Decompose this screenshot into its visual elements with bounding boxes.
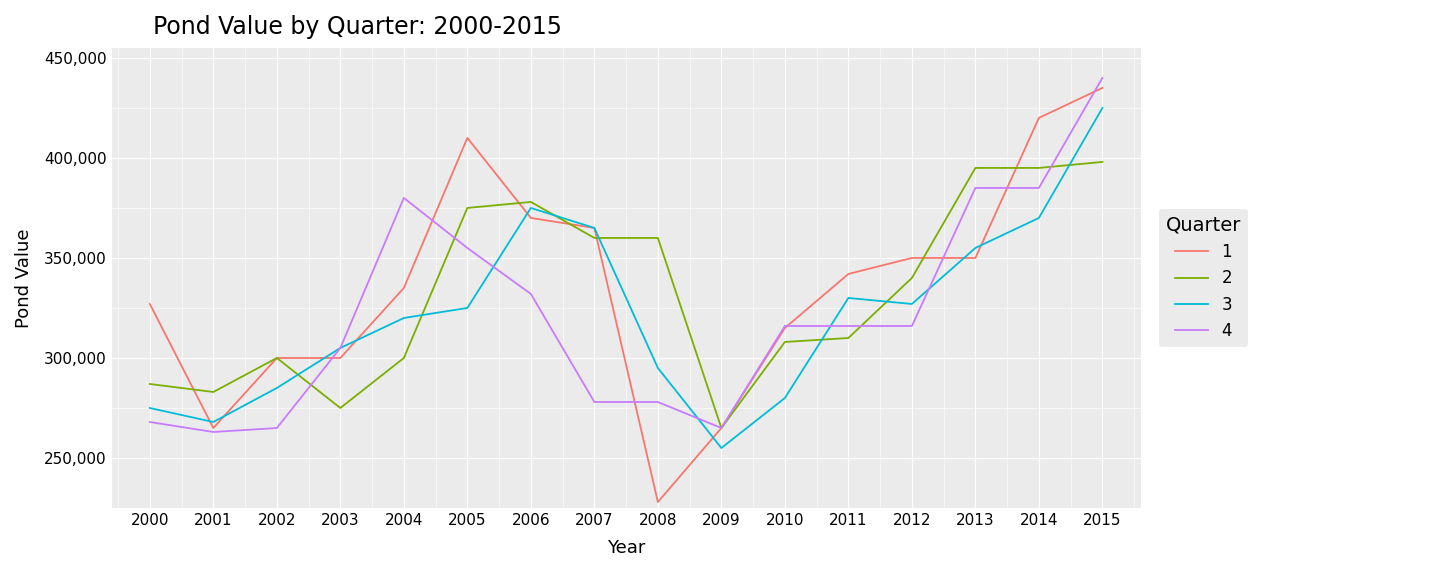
Text: Pond Value by Quarter: 2000-2015: Pond Value by Quarter: 2000-2015: [152, 15, 561, 39]
3: [395, 315, 412, 321]
3: [141, 404, 158, 411]
4: [903, 323, 920, 329]
1: [712, 424, 729, 431]
2: [332, 404, 349, 411]
4: [458, 244, 475, 251]
4: [712, 424, 729, 431]
4: [141, 419, 158, 426]
2: [649, 235, 666, 241]
1: [332, 355, 349, 362]
1: [1094, 85, 1111, 92]
1: [269, 355, 286, 362]
2: [523, 198, 540, 205]
4: [966, 185, 984, 192]
1: [141, 300, 158, 307]
4: [777, 323, 794, 329]
3: [332, 344, 349, 351]
1: [458, 134, 475, 141]
4: [1094, 74, 1111, 81]
3: [966, 244, 984, 251]
3: [777, 395, 794, 402]
4: [649, 399, 666, 406]
1: [1030, 114, 1047, 121]
Legend: 1, 2, 3, 4: 1, 2, 3, 4: [1159, 209, 1248, 347]
2: [840, 335, 857, 341]
4: [269, 424, 286, 431]
3: [649, 364, 666, 371]
2: [141, 380, 158, 387]
4: [840, 323, 857, 329]
2: [966, 165, 984, 172]
3: [586, 225, 603, 232]
1: [586, 225, 603, 232]
4: [1030, 185, 1047, 192]
1: [649, 499, 666, 506]
3: [205, 419, 223, 426]
2: [458, 205, 475, 212]
3: [269, 384, 286, 391]
2: [1030, 165, 1047, 172]
Y-axis label: Pond Value: Pond Value: [14, 228, 33, 328]
3: [712, 444, 729, 451]
4: [395, 194, 412, 201]
1: [777, 324, 794, 331]
4: [523, 291, 540, 297]
Line: 3: 3: [149, 108, 1103, 448]
X-axis label: Year: Year: [607, 539, 645, 557]
2: [903, 275, 920, 281]
4: [332, 344, 349, 351]
3: [903, 300, 920, 307]
2: [269, 355, 286, 362]
Line: 2: 2: [149, 162, 1103, 428]
1: [523, 214, 540, 221]
4: [586, 399, 603, 406]
2: [712, 424, 729, 431]
1: [840, 271, 857, 277]
3: [523, 205, 540, 212]
3: [840, 295, 857, 301]
2: [586, 235, 603, 241]
2: [395, 355, 412, 362]
1: [395, 284, 412, 291]
2: [777, 339, 794, 345]
1: [966, 255, 984, 261]
Line: 4: 4: [149, 78, 1103, 432]
2: [205, 388, 223, 395]
3: [1094, 105, 1111, 112]
Line: 1: 1: [149, 88, 1103, 502]
3: [1030, 214, 1047, 221]
2: [1094, 158, 1111, 165]
1: [205, 424, 223, 431]
1: [903, 255, 920, 261]
3: [458, 304, 475, 311]
4: [205, 428, 223, 435]
